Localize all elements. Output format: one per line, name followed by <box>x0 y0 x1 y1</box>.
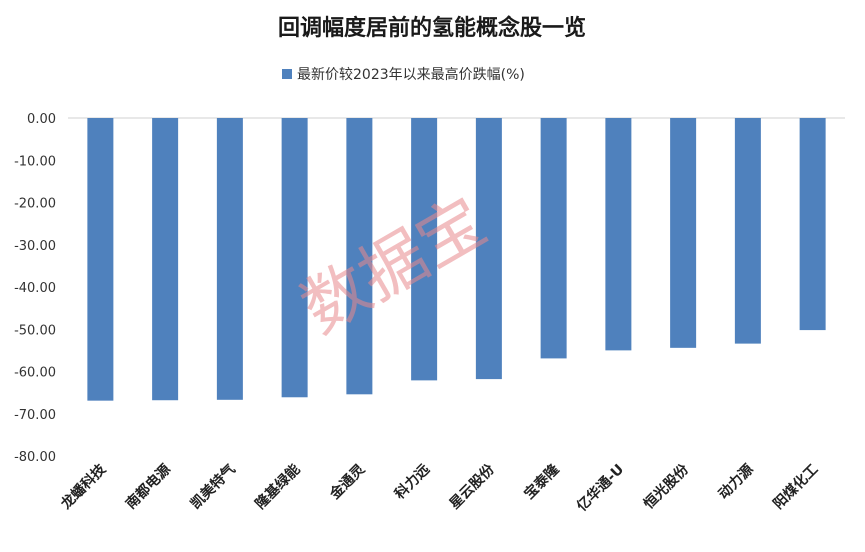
bar <box>799 118 826 331</box>
bar <box>346 118 373 395</box>
y-tick-label: -60.00 <box>14 366 56 381</box>
x-category-label: 恒光股份 <box>640 460 692 512</box>
bar <box>670 118 697 348</box>
x-category-label: 凯美特气 <box>187 461 239 513</box>
x-category-label: 金通灵 <box>326 460 369 503</box>
watermark: 数据宝 <box>289 183 499 349</box>
bar <box>540 118 567 359</box>
bar <box>605 118 632 351</box>
x-category-label: 隆基绿能 <box>252 461 304 513</box>
bars <box>87 118 826 401</box>
y-tick-label: -40.00 <box>14 281 56 296</box>
bar <box>281 118 308 398</box>
x-category-label: 科力远 <box>391 461 433 503</box>
x-category-label: 宝泰隆 <box>521 460 563 502</box>
bar <box>87 118 114 401</box>
legend-swatch <box>282 69 292 79</box>
bar <box>734 118 761 344</box>
y-tick-label: -70.00 <box>14 408 56 423</box>
chart-title: 回调幅度居前的氢能概念股一览 <box>278 15 586 41</box>
bar <box>216 118 243 400</box>
x-category-label: 亿华通-U <box>573 461 627 515</box>
x-category-label: 南都电源 <box>122 461 174 513</box>
legend: 最新价较2023年以来最高价跌幅(%) <box>282 66 525 83</box>
y-tick-label: -50.00 <box>14 323 56 338</box>
y-tick-label: 0.00 <box>27 112 56 127</box>
bar <box>475 118 502 380</box>
x-category-label: 动力源 <box>715 461 757 503</box>
y-tick-label: -30.00 <box>14 239 56 254</box>
y-tick-label: -80.00 <box>14 450 56 465</box>
bar <box>411 118 438 381</box>
x-axis-labels: 龙蟠科技 南都电源 凯美特气 隆基绿能 金通灵 科力远 星云股份 宝泰隆 亿华通-U 恒光股份 动力… <box>57 460 822 515</box>
y-axis: 0.00 -10.00 -20.00 -30.00 -40.00 -50.00 -60.00… <box>14 112 845 465</box>
x-category-label: 龙蟠科技 <box>57 460 110 513</box>
y-tick-label: -20.00 <box>14 197 56 212</box>
x-category-label: 星云股份 <box>446 460 498 512</box>
legend-label: 最新价较2023年以来最高价跌幅(%) <box>297 66 525 83</box>
bar <box>152 118 179 401</box>
x-category-label: 阳煤化工 <box>770 461 822 513</box>
y-tick-label: -10.00 <box>14 154 56 169</box>
